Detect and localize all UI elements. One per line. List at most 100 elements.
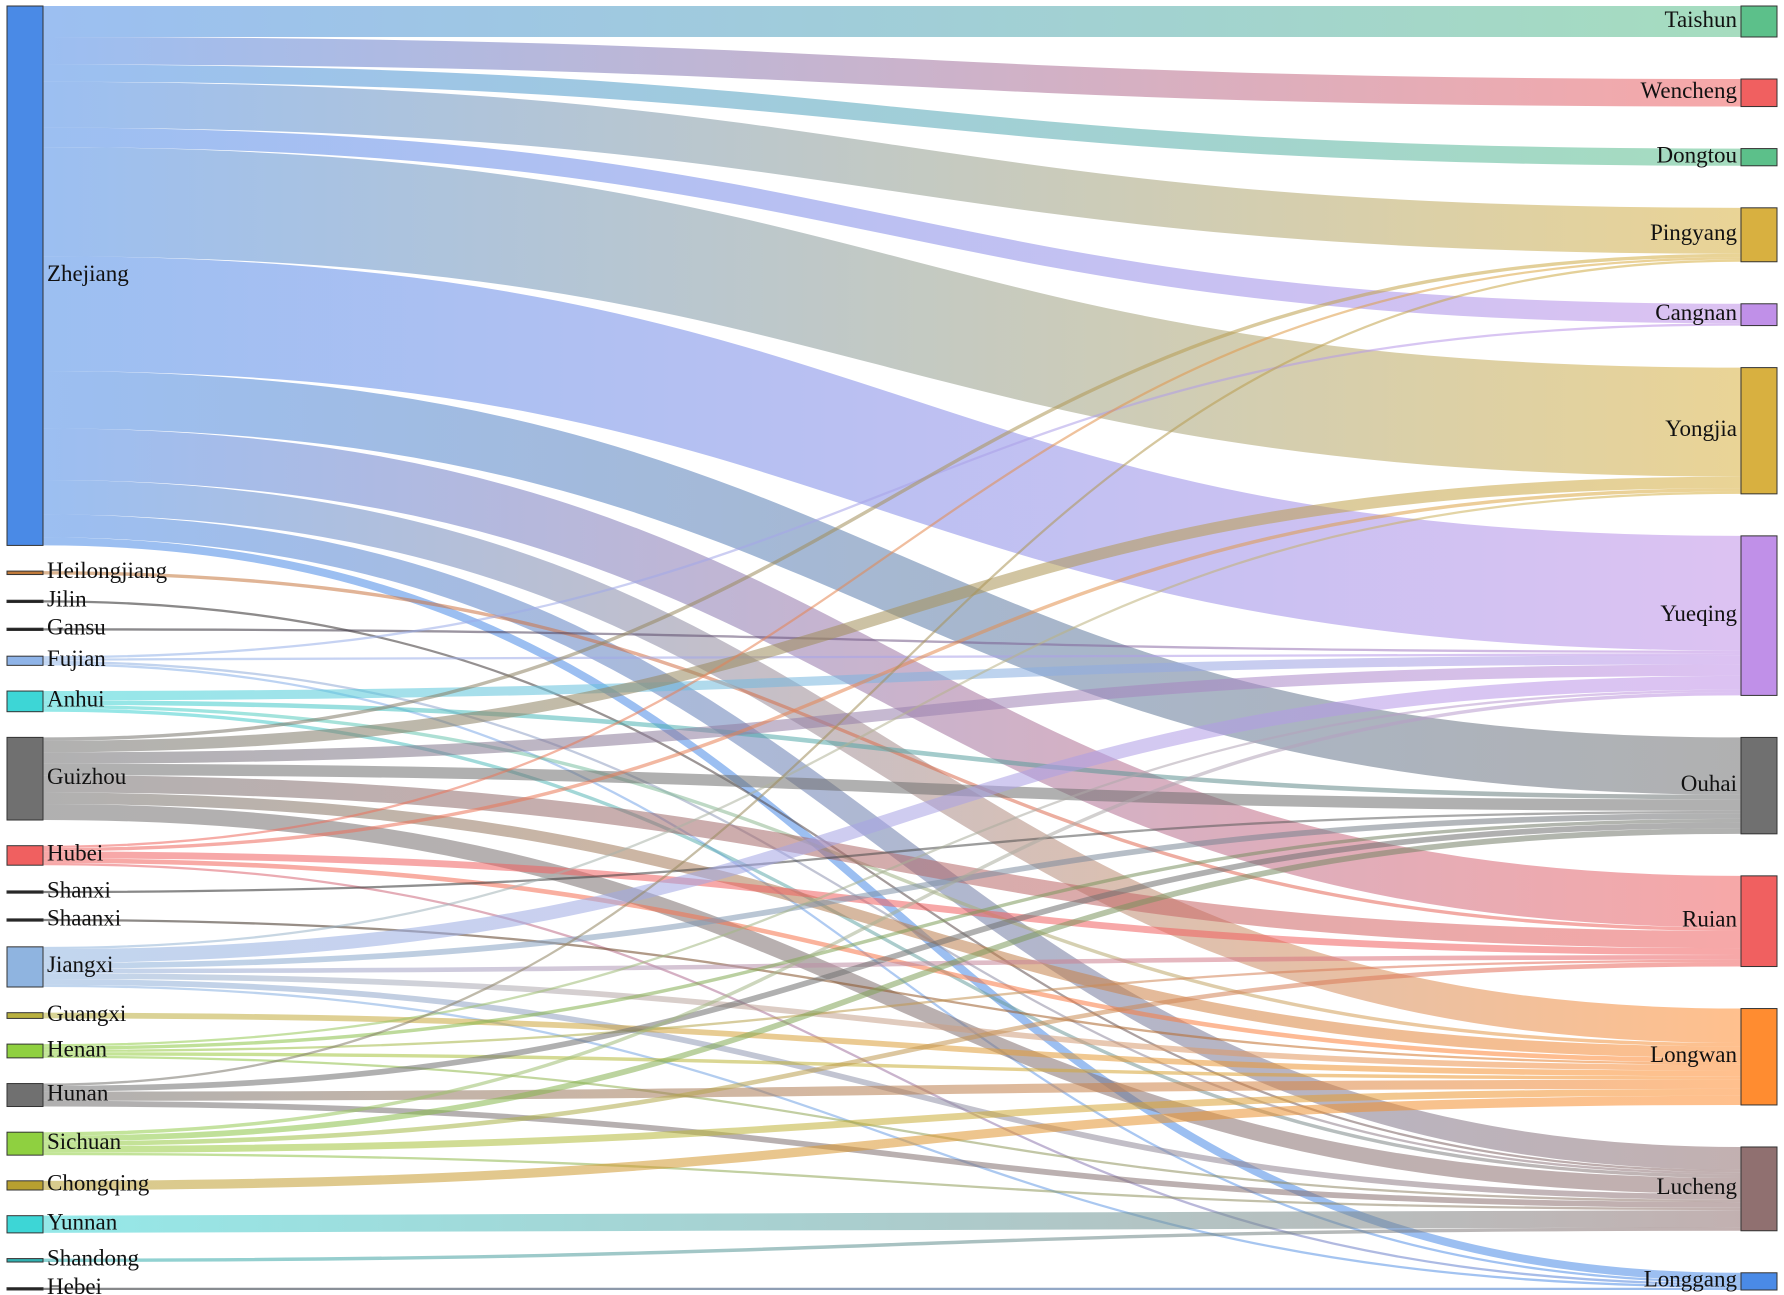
link bbox=[42, 491, 1742, 950]
node-label: Heilongjiang bbox=[47, 558, 168, 583]
link bbox=[42, 127, 1742, 324]
link bbox=[42, 1210, 1742, 1233]
link bbox=[42, 488, 1742, 852]
link bbox=[42, 851, 1742, 956]
node bbox=[6, 627, 44, 631]
links bbox=[42, 5, 1742, 1290]
link bbox=[42, 1088, 1742, 1153]
node bbox=[1740, 303, 1778, 327]
link bbox=[42, 1227, 1742, 1263]
node-label: Dongtou bbox=[1657, 142, 1738, 167]
node-label: Longwan bbox=[1650, 1042, 1737, 1067]
node-label: Shandong bbox=[47, 1246, 140, 1271]
link bbox=[42, 959, 1742, 1053]
link bbox=[42, 828, 1742, 1142]
node-label: Shaanxi bbox=[47, 905, 121, 930]
link bbox=[42, 1055, 1742, 1203]
node bbox=[6, 1180, 44, 1191]
link bbox=[42, 918, 1742, 1065]
link bbox=[42, 480, 1742, 1043]
link bbox=[42, 64, 1742, 166]
link bbox=[42, 984, 1742, 1288]
link bbox=[42, 961, 1742, 1146]
link bbox=[42, 1079, 1742, 1101]
node-label: Yongjia bbox=[1665, 416, 1737, 441]
node bbox=[6, 946, 44, 988]
link bbox=[42, 36, 1742, 107]
node-label: Hunan bbox=[47, 1080, 109, 1105]
node-label: Wencheng bbox=[1641, 78, 1738, 103]
link bbox=[42, 813, 1742, 969]
node bbox=[6, 845, 44, 866]
node bbox=[6, 1215, 44, 1234]
link bbox=[42, 955, 1742, 974]
node-label: Fujian bbox=[47, 646, 106, 671]
link bbox=[42, 628, 1742, 653]
link bbox=[42, 763, 1742, 811]
link bbox=[42, 803, 1742, 1195]
node bbox=[1740, 875, 1778, 968]
node-label: Sichuan bbox=[47, 1129, 122, 1154]
node bbox=[6, 1083, 44, 1108]
node bbox=[6, 918, 44, 922]
node-label: Jilin bbox=[47, 587, 87, 612]
node bbox=[1740, 148, 1778, 167]
link bbox=[42, 862, 1742, 1286]
node-label: Hebei bbox=[47, 1274, 102, 1295]
node bbox=[6, 1043, 44, 1059]
node-label: Hubei bbox=[47, 841, 103, 866]
link bbox=[42, 257, 1742, 848]
node bbox=[6, 890, 44, 894]
node-label: Pingyang bbox=[1650, 220, 1737, 245]
node bbox=[6, 1131, 44, 1156]
link bbox=[42, 708, 1742, 1178]
node-label: Jiangxi bbox=[47, 952, 113, 977]
link bbox=[42, 655, 1742, 701]
node-label: Ruian bbox=[1682, 906, 1737, 931]
node-label: Zhejiang bbox=[47, 261, 129, 286]
node bbox=[6, 5, 44, 546]
node-label: Chongqing bbox=[47, 1171, 150, 1196]
node bbox=[1740, 207, 1778, 263]
node-label: Shanxi bbox=[47, 877, 111, 902]
node bbox=[1740, 736, 1778, 835]
link bbox=[42, 689, 1742, 1047]
node-label: Anhui bbox=[47, 687, 105, 712]
link bbox=[42, 514, 1742, 1170]
node-label: Guizhou bbox=[47, 764, 127, 789]
link bbox=[42, 1012, 1742, 1077]
node-label: Gansu bbox=[47, 615, 106, 640]
node bbox=[1740, 367, 1778, 495]
node-label: Longgang bbox=[1644, 1267, 1738, 1292]
link bbox=[42, 664, 1742, 764]
node-label: Guangxi bbox=[47, 1001, 126, 1026]
node-label: Henan bbox=[47, 1036, 108, 1061]
link bbox=[42, 973, 1742, 1071]
node-label: Ouhai bbox=[1681, 771, 1737, 796]
link bbox=[42, 775, 1742, 949]
link bbox=[42, 81, 1742, 254]
node-label: Lucheng bbox=[1657, 1174, 1738, 1199]
link bbox=[42, 259, 1742, 1086]
node bbox=[6, 1258, 44, 1263]
link bbox=[42, 1052, 1742, 1080]
link bbox=[42, 323, 1742, 659]
node bbox=[1740, 1146, 1778, 1232]
link bbox=[42, 253, 1742, 741]
link bbox=[42, 256, 1742, 651]
link bbox=[42, 792, 1742, 1058]
link bbox=[42, 370, 1742, 795]
node bbox=[1740, 535, 1778, 696]
link bbox=[42, 822, 1742, 1092]
link bbox=[42, 810, 1742, 894]
node bbox=[6, 690, 44, 713]
node bbox=[6, 1012, 44, 1019]
node-label: Yueqing bbox=[1660, 601, 1737, 626]
node bbox=[1740, 78, 1778, 108]
link bbox=[42, 663, 1742, 1284]
link bbox=[42, 1100, 1742, 1208]
node bbox=[6, 1287, 44, 1291]
node bbox=[1740, 5, 1778, 38]
